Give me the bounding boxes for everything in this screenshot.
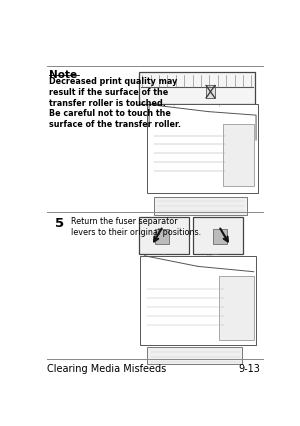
FancyBboxPatch shape — [206, 86, 215, 99]
FancyBboxPatch shape — [193, 218, 243, 254]
FancyBboxPatch shape — [147, 105, 258, 194]
Text: levers to their original positions.: levers to their original positions. — [71, 227, 201, 236]
FancyBboxPatch shape — [139, 218, 189, 254]
Text: Clearing Media Misfeeds: Clearing Media Misfeeds — [47, 363, 166, 373]
Text: surface of the transfer roller.: surface of the transfer roller. — [49, 120, 181, 129]
Text: Decreased print quality may: Decreased print quality may — [49, 77, 177, 86]
Text: Return the fuser separator: Return the fuser separator — [71, 217, 178, 226]
FancyBboxPatch shape — [155, 229, 169, 244]
FancyBboxPatch shape — [147, 347, 242, 364]
Text: transfer roller is touched.: transfer roller is touched. — [49, 98, 166, 107]
FancyBboxPatch shape — [154, 197, 247, 215]
FancyBboxPatch shape — [139, 73, 255, 105]
FancyBboxPatch shape — [223, 125, 254, 187]
FancyBboxPatch shape — [140, 256, 256, 345]
Text: Be careful not to touch the: Be careful not to touch the — [49, 109, 170, 118]
Text: result if the surface of the: result if the surface of the — [49, 87, 168, 97]
Text: Note: Note — [49, 70, 77, 80]
FancyBboxPatch shape — [213, 229, 227, 244]
Text: 5: 5 — [55, 217, 64, 230]
Text: 9-13: 9-13 — [239, 363, 261, 373]
FancyBboxPatch shape — [219, 276, 254, 340]
